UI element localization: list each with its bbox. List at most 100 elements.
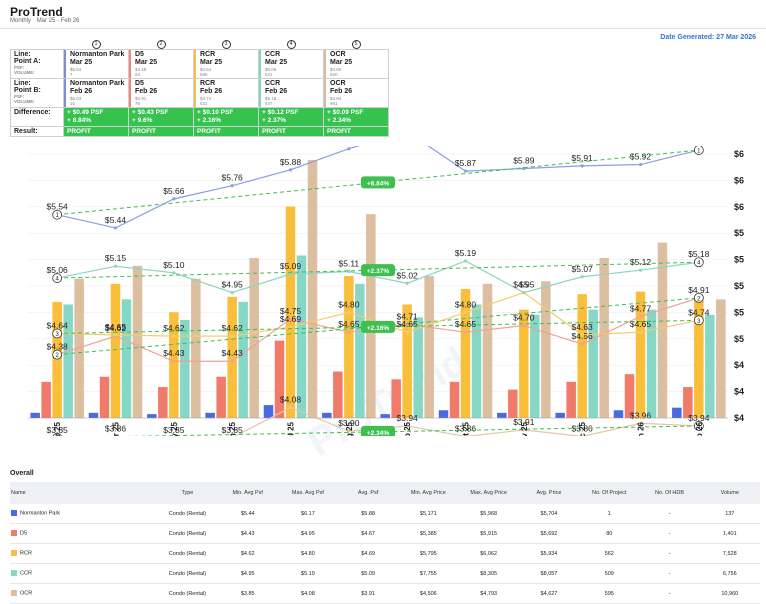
volume-bar <box>41 381 51 418</box>
psf-data-label: $5.87 <box>455 158 477 168</box>
psf-data-label: $3.91 <box>513 417 535 427</box>
volume-bar <box>599 258 609 418</box>
psf-data-label: $4.62 <box>105 323 127 333</box>
trend-endpoint-number: 3 <box>55 332 59 338</box>
point-psf: $3.94 <box>330 96 342 101</box>
line-name: Normanton Park <box>70 51 125 58</box>
table-cell: 562 <box>579 543 640 564</box>
psf-data-label: $4.64 <box>47 321 69 331</box>
point-b-cell: D5 Feb 26 $4.91 76 <box>128 78 194 108</box>
volume-bar <box>249 258 259 418</box>
line-color-stripe <box>64 50 66 78</box>
volume-bar <box>683 387 693 418</box>
psf-point <box>638 330 643 334</box>
point-psf: $3.85 <box>330 67 342 72</box>
trend-endpoint-number: 1 <box>697 149 701 155</box>
line-color-stripe <box>259 79 261 107</box>
table-cell: $5.09 <box>338 563 399 584</box>
psf-data-label: $4.70 <box>513 313 535 323</box>
point-date: Feb 26 <box>265 88 288 95</box>
line-name: Normanton Park <box>70 80 125 87</box>
result-cell: PROFIT <box>193 126 259 137</box>
column-header: Type <box>157 482 218 504</box>
result-cell: PROFIT <box>258 126 324 137</box>
psf-data-label: $5.11 <box>339 258 360 268</box>
point-psf: $4.74 <box>200 96 212 101</box>
trend-endpoint-marker <box>693 146 704 155</box>
column-header: Name <box>10 482 158 504</box>
table-cell: Condo (Rental) <box>157 523 218 544</box>
trend-endpoint-marker <box>52 349 63 360</box>
point-b-row: Line: Point B: PSF: VOLUME: Normanton Park Fe… <box>10 78 389 108</box>
psf-data-label: $5.09 <box>280 261 302 271</box>
volume-bar <box>566 381 576 418</box>
psf-data-label: $5.10 <box>163 260 185 270</box>
volume-bar <box>471 304 482 418</box>
psf-point <box>522 291 526 295</box>
volume-bar <box>424 276 434 418</box>
psf-point <box>638 162 643 167</box>
psf-point <box>288 272 293 276</box>
line-name: RCR <box>200 51 216 58</box>
volume-bar <box>460 289 471 418</box>
trend-badge-text: +2.34% <box>367 430 389 436</box>
line-name: D5 <box>135 80 144 87</box>
date-generated: Date Generated: 27 Mar 2026 <box>660 34 756 41</box>
x-tick-label: Oct 25 <box>462 421 471 436</box>
psf-data-label: $5.12 <box>630 257 652 267</box>
table-cell: $4.95 <box>217 563 278 584</box>
volume-bar <box>624 374 635 418</box>
psf-data-label: $5.06 <box>47 265 69 275</box>
point-date: Mar 25 <box>70 59 93 66</box>
line-name: CCR <box>265 51 281 58</box>
result-row: Result: PROFIT PROFIT PROFIT PROFIT PROFIT <box>10 126 389 137</box>
y-tick-label: $4 <box>734 360 744 370</box>
psf-point <box>580 275 584 279</box>
psf-label: PSF: <box>14 65 25 70</box>
difference-psf: + $0.12 PSF <box>262 109 299 116</box>
psf-point <box>405 424 409 428</box>
volume-bar <box>482 283 493 418</box>
volume-bar <box>191 278 201 418</box>
psf-point <box>463 434 468 436</box>
trend-badge-text: +2.16% <box>367 325 389 332</box>
psf-point <box>288 317 293 321</box>
volume-bar <box>716 299 726 418</box>
difference-cell: + $0.10 PSF + 2.16% <box>193 107 259 127</box>
y-tick-label: $4 <box>734 413 744 423</box>
table-cell: $4.62 <box>217 543 278 564</box>
difference-cell: + $0.49 PSF + 8.84% <box>63 107 129 127</box>
series-swatch <box>11 550 17 557</box>
psf-point <box>580 333 584 337</box>
psf-data-label: $3.86 <box>105 423 127 433</box>
volume-bar <box>508 389 518 418</box>
column-header: Max. Avg Price <box>458 482 519 504</box>
psf-point <box>463 259 468 263</box>
table-cell: $5,704 <box>518 504 580 524</box>
line-label: Line: <box>14 80 31 87</box>
psf-data-label: $4.65 <box>338 319 360 329</box>
psf-point <box>230 334 234 338</box>
table-cell: - <box>639 583 700 604</box>
table-cell: $3.85 <box>217 583 278 604</box>
trend-endpoint-marker <box>693 315 704 326</box>
volume-bar <box>285 206 296 418</box>
volume-bar <box>110 283 121 418</box>
table-cell: $4.80 <box>277 543 338 564</box>
psf-line <box>57 260 699 294</box>
psf-point <box>347 269 351 274</box>
point-a-cell: CCR Mar 25 $5.06 521 <box>258 49 324 79</box>
point-date: Feb 26 <box>135 88 158 95</box>
volume-label: VOLUME: <box>14 99 35 104</box>
difference-psf: + $0.10 PSF <box>197 109 234 116</box>
volume-bar <box>530 314 540 418</box>
volume-bar <box>519 309 529 418</box>
volume-bar <box>296 255 307 418</box>
table-cell: Condo (Rental) <box>157 543 218 564</box>
table-row: RCR Condo (Rental) $4.62 $4.80 $4.69 $5,795 $6… <box>10 543 760 564</box>
table-cell: $4,793 <box>458 583 519 604</box>
volume-bar <box>180 319 190 418</box>
table-cell: CCR <box>10 563 158 584</box>
series-swatch <box>11 510 17 517</box>
psf-point <box>172 334 176 338</box>
